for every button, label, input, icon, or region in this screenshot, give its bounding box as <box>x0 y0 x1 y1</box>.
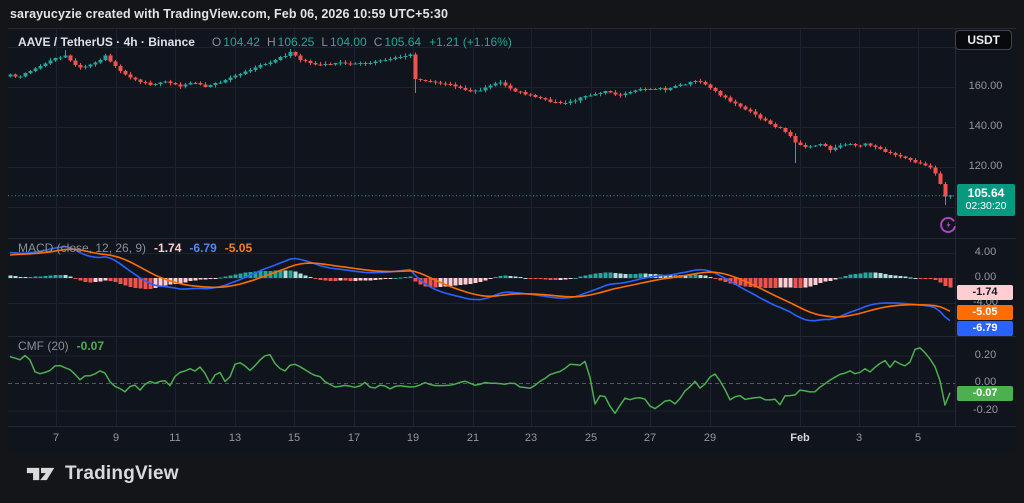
time-tick-label: 9 <box>112 432 120 444</box>
symbol-title[interactable]: AAVE / TetherUS · 4h · Binance <box>18 35 195 49</box>
time-tick-label: 27 <box>643 432 657 444</box>
macd-signal-value: -5.05 <box>224 241 253 255</box>
cmf-line <box>9 347 951 415</box>
time-tick-label: Feb <box>790 432 810 444</box>
ohlc-value: 106.25 <box>277 35 315 49</box>
macd-legend: MACD (close, 12, 26, 9) -1.74 -6.79 -5.05 <box>18 241 252 255</box>
last-price-tag: 105.64 02:30:20 <box>957 184 1015 216</box>
pane-separator[interactable] <box>8 336 1016 337</box>
time-tick-label: 7 <box>52 432 60 444</box>
time-tick-label: 17 <box>347 432 361 444</box>
price-change: +1.21 (+1.16%) <box>429 35 512 49</box>
symbol-legend: AAVE / TetherUS · 4h · Binance O 104.42 H 10… <box>18 35 512 49</box>
tradingview-logo-icon <box>26 462 56 486</box>
axis-separator <box>8 426 1016 427</box>
cmf-legend: CMF (20) -0.07 <box>18 339 104 353</box>
time-tick-label: 19 <box>406 432 420 444</box>
pane-separator[interactable] <box>8 238 1016 239</box>
price-pane-canvas[interactable] <box>8 29 955 238</box>
macd-pane-canvas[interactable] <box>8 238 955 336</box>
cmf-axis-label: 0.00 <box>974 376 997 388</box>
time-tick-label: 13 <box>228 432 242 444</box>
time-tick-label: 23 <box>524 432 538 444</box>
macd-axis-label: 0.00 <box>974 271 997 283</box>
ohlc-label: O <box>211 35 222 49</box>
bar-countdown: 02:30:20 <box>965 200 1007 212</box>
candlestick-layer <box>8 49 953 205</box>
indicator-value-box: -0.07 <box>957 386 1013 401</box>
currency-toggle-button[interactable]: USDT <box>955 30 1012 50</box>
macd-signal-line <box>9 248 951 318</box>
ohlc-label: L <box>321 35 329 49</box>
tradingview-logo-text: TradingView <box>65 463 179 484</box>
ohlc-value: 105.64 <box>384 35 422 49</box>
attribution-bar: sarayucyzie created with TradingView.com… <box>0 0 1024 28</box>
indicator-value-box: -6.79 <box>957 321 1013 336</box>
macd-axis-label: 4.00 <box>974 246 997 258</box>
ohlc-value: 104.42 <box>223 35 260 49</box>
macd-line-value: -6.79 <box>189 241 217 255</box>
price-axis-label: 160.00 <box>968 80 1003 92</box>
attribution-text: sarayucyzie created with TradingView.com… <box>10 7 449 21</box>
realtime-notification-icon[interactable] <box>939 216 957 234</box>
price-axis-label: 120.00 <box>968 160 1003 172</box>
chart-panes[interactable] <box>8 29 955 426</box>
cmf-axis-label: -0.20 <box>972 403 999 416</box>
last-price-value: 105.64 <box>967 186 1005 200</box>
ohlc-label: H <box>266 35 276 49</box>
cmf-axis-label: 0.20 <box>974 348 997 361</box>
cmf-value: -0.07 <box>76 339 105 353</box>
time-tick-label: 25 <box>584 432 598 444</box>
logo-bar: TradingView <box>0 452 1024 503</box>
macd-hist-value: -1.74 <box>154 241 182 255</box>
ohlc-value: 104.00 <box>330 35 367 49</box>
time-tick-label: 21 <box>466 432 480 444</box>
chart-area: AAVE / TetherUS · 4h · Binance O 104.42 H 10… <box>8 28 1016 453</box>
indicator-value-box: -1.74 <box>957 285 1013 300</box>
indicator-value-box: -5.05 <box>957 305 1013 320</box>
macd-title[interactable]: MACD (close, 12, 26, 9) <box>18 241 147 255</box>
time-tick-label: 3 <box>855 432 863 444</box>
ohlc-values: O 104.42 H 106.25 L 104.00 C 105.64 <box>205 35 421 49</box>
time-axis[interactable]: 7 9 11 13 15 17 19 21 23 25 27 29 Feb 3 5 <box>8 426 955 453</box>
cmf-title[interactable]: CMF (20) <box>18 339 69 353</box>
tradingview-logo[interactable]: TradingView <box>26 462 179 486</box>
time-tick-label: 11 <box>169 432 181 444</box>
ohlc-label: C <box>373 35 383 49</box>
time-tick-label: 5 <box>914 432 922 444</box>
cmf-pane-canvas[interactable] <box>8 336 955 426</box>
price-axis-label: 140.00 <box>968 120 1003 132</box>
time-tick-label: 15 <box>287 432 301 444</box>
time-tick-label: 29 <box>703 432 717 444</box>
macd-line <box>9 245 951 322</box>
